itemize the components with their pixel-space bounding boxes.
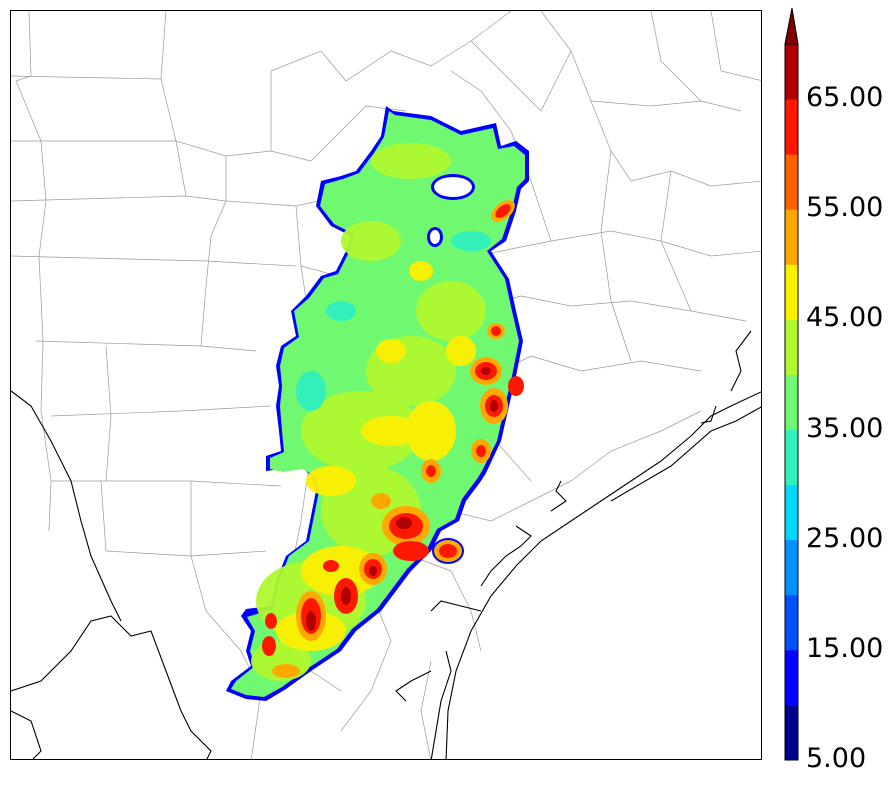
map-canvas [11, 11, 761, 759]
colorbar-bin [785, 319, 798, 375]
colorbar-bin [785, 429, 798, 486]
colorbar-tick-label: 35.00 [806, 412, 884, 444]
colorbar-bin [785, 154, 798, 210]
colorbar-bin [785, 594, 798, 651]
colorbar-tick-label: 65.00 [806, 82, 884, 114]
colorbar-bin [785, 539, 798, 596]
precipitation-swath [226, 106, 529, 701]
colorbar-bins [785, 44, 798, 761]
colorbar-bin [785, 44, 798, 100]
colorbar-bin [785, 374, 798, 431]
colorbar-frame [784, 43, 799, 761]
colorbar-bin [785, 209, 798, 265]
colorbar-tick-label: 15.00 [806, 632, 884, 664]
coastline [11, 330, 761, 759]
colorbar [784, 8, 799, 761]
colorbar-bin [785, 99, 798, 155]
colorbar-tick-label: 5.00 [806, 743, 867, 774]
colorbar-bin [785, 264, 798, 320]
colorbar-bin [785, 649, 798, 706]
colorbar-tick-label: 25.00 [806, 522, 884, 554]
colorbar-bin [785, 484, 798, 541]
colorbar-tick-label: 45.00 [806, 302, 884, 334]
colorbar-tick-label: 55.00 [806, 192, 884, 224]
colorbar-extend-arrow [784, 8, 799, 45]
map-panel [10, 10, 762, 760]
colorbar-bin [785, 704, 798, 761]
